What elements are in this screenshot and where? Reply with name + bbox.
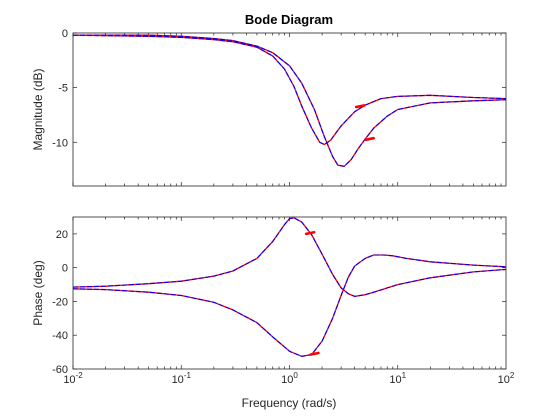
x-tick-label: 100: [281, 371, 298, 386]
x-axis-label: Frequency (rad/s): [242, 396, 337, 410]
series-0-line-blue: [72, 217, 507, 297]
x-tick-label-base: 10: [281, 374, 293, 386]
y-tick-label: -60: [52, 364, 68, 376]
y-tick-label: -5: [58, 83, 68, 95]
magnitude-y-axis-label: Magnitude (dB): [31, 68, 45, 150]
x-tick-label-exponent: 1: [402, 371, 407, 380]
phase-y-axis-label: Phase (deg): [31, 260, 45, 325]
series-0-line-red: [72, 34, 507, 146]
x-tick-label-base: 10: [389, 374, 401, 386]
data-marker: [304, 230, 316, 236]
y-tick-label: 0: [62, 263, 68, 275]
x-tick-label: 10-2: [63, 371, 83, 386]
magnitude-axes-frame: [72, 32, 507, 187]
phase-panel: 20 0 -20 -40 -60 Phase (deg): [31, 216, 507, 376]
data-marker: [364, 136, 375, 142]
chart-title: Bode Diagram: [245, 12, 333, 27]
phase-x-ticks: [72, 217, 502, 369]
phase-series: [72, 217, 507, 357]
x-tick-label-exponent: -1: [184, 371, 192, 380]
data-marker: [309, 351, 320, 356]
phase-axes-frame: [72, 216, 507, 370]
x-tick-label-exponent: 2: [510, 371, 515, 380]
y-tick-label: 20: [56, 229, 68, 241]
series-1-line-blue: [72, 254, 507, 357]
x-tick-label-exponent: -2: [76, 371, 84, 380]
magnitude-x-ticks: [72, 33, 502, 186]
y-tick-label: -10: [52, 137, 68, 149]
x-tick-label: 101: [389, 371, 406, 386]
y-tick-label: -40: [52, 330, 68, 342]
series-1-line-blue: [73, 34, 507, 167]
x-tick-label-base: 10: [63, 374, 75, 386]
y-tick-label: -20: [52, 296, 68, 308]
phase-y-ticks: 20 0 -20 -40 -60: [52, 229, 506, 376]
x-tick-label-base: 10: [498, 374, 510, 386]
series-1-line-red: [72, 254, 507, 357]
x-tick-label: 10-1: [172, 371, 192, 386]
magnitude-y-ticks: 0 -5 -10: [52, 28, 506, 149]
x-tick-label: 102: [498, 371, 515, 386]
magnitude-panel: 0 -5 -10 Magnitude (dB): [31, 28, 507, 187]
x-tick-label-base: 10: [172, 374, 184, 386]
series-1-line-red: [73, 34, 507, 167]
data-marker: [354, 104, 366, 109]
y-tick-label: 0: [62, 28, 68, 40]
magnitude-series: [72, 34, 507, 167]
x-tick-labels: 10-2 10-1 100 101 102: [63, 371, 515, 386]
series-0-line-blue: [72, 34, 507, 146]
x-tick-label-exponent: 0: [293, 371, 298, 380]
